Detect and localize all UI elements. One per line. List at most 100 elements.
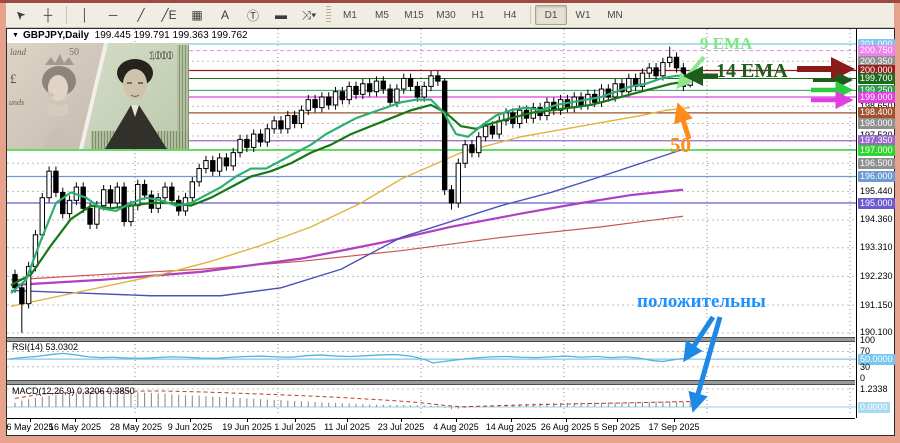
date-tick	[136, 419, 137, 422]
rsi-tick-70: 70	[860, 346, 871, 356]
timeframe-button-m15[interactable]: M15	[404, 9, 424, 21]
candle	[673, 56, 680, 69]
chart-title: ▼ GBPJPY,Daily 199.445 199.791 199.363 19…	[12, 30, 251, 41]
price-level-196.000: 196.000	[858, 171, 895, 182]
ema-50-gold	[10, 106, 691, 308]
rsi-tick-0: 0	[860, 372, 866, 383]
candle	[210, 160, 216, 172]
date-tick	[190, 419, 191, 422]
candle	[482, 125, 489, 138]
candle	[469, 144, 475, 154]
macd-label: MACD(12,26,9) 0.3206 0.3850	[12, 386, 135, 396]
rsi-panel-canvas[interactable]	[7, 340, 856, 383]
shapes-icon[interactable]: ▬	[275, 8, 287, 22]
gbp-note: land £ unds 50	[7, 43, 104, 149]
horizontal-line-icon[interactable]: ─	[108, 8, 118, 22]
timeframe-button-mn[interactable]: MN	[607, 9, 623, 21]
candle	[128, 205, 134, 223]
date-axis: 6 May 2025 16 May 2025 28 May 2025 9 Jun 20…	[6, 418, 855, 435]
candle	[339, 91, 346, 101]
date-tick	[456, 419, 457, 422]
fukuzawa-face	[123, 69, 147, 99]
trend-line-icon[interactable]: ╱	[137, 8, 145, 22]
jpy-text-1000: 1000	[149, 48, 173, 62]
candle	[332, 91, 339, 106]
price-level-201.000: 201.000	[858, 38, 895, 50]
candle	[230, 152, 236, 167]
timeframe-button-h1[interactable]: H1	[471, 9, 485, 21]
price-level-200.750: 200.750	[858, 45, 895, 57]
panel-separator-rsi[interactable]	[7, 337, 855, 342]
fibonacci-grid-icon[interactable]: ▦	[191, 8, 203, 22]
toolbar-grip[interactable]	[326, 6, 331, 24]
candle	[285, 115, 291, 130]
ema9-label: 9 EMA	[700, 34, 753, 53]
chart-symbol: GBPJPY,Daily	[22, 30, 90, 41]
candle	[680, 67, 687, 87]
candle	[366, 83, 373, 93]
text-icon[interactable]: A	[220, 8, 229, 22]
date-tick	[30, 419, 31, 422]
candle	[107, 189, 114, 204]
price-axis: 198.650197.530195.440194.360193.310192.2…	[856, 29, 895, 418]
timeframe-button-m5[interactable]: M5	[375, 9, 389, 21]
timeframe-button-m30[interactable]: M30	[436, 9, 456, 21]
candle	[114, 186, 120, 204]
price-level-198.000: 198.000	[858, 118, 895, 129]
timeframe-button-h4[interactable]: H4	[503, 9, 517, 21]
candle	[189, 181, 196, 199]
candle	[25, 266, 32, 305]
date-label: 16 May 2025	[48, 422, 102, 432]
ma-purple	[10, 188, 684, 287]
candle	[407, 77, 414, 87]
date-tick	[511, 419, 512, 422]
price-level-195.000: 195.000	[858, 197, 895, 209]
candle	[312, 99, 318, 109]
candle	[428, 75, 434, 87]
queen-shoulders	[43, 127, 75, 149]
candle	[455, 162, 462, 204]
candle	[319, 96, 325, 109]
timeframe-button-m1[interactable]: M1	[343, 9, 357, 21]
price-level-196.500: 196.500	[858, 157, 895, 169]
candle	[639, 72, 646, 87]
panel-separator-macd[interactable]	[7, 380, 855, 385]
candle	[387, 88, 393, 103]
macd-signal-line	[14, 390, 691, 408]
date-label: 19 Jun 2025	[222, 422, 272, 432]
date-label: 11 Jul 2025	[324, 422, 370, 432]
timeframe-button-w1[interactable]: W1	[575, 9, 591, 21]
date-tick	[247, 419, 248, 422]
toolbar-separator	[66, 6, 67, 24]
candle	[660, 62, 666, 77]
toolbar-separator	[530, 6, 531, 24]
candle	[135, 183, 141, 207]
candle	[360, 83, 366, 95]
ema-9-seagreen	[10, 74, 690, 294]
candle	[373, 80, 380, 93]
candle	[476, 136, 482, 154]
candle	[305, 99, 311, 111]
candle	[326, 96, 332, 106]
arrows-tool-icon[interactable]: ⤨▾	[301, 7, 317, 22]
rsi-tick-100: 100	[860, 334, 876, 345]
date-label: 26 Aug 2025	[540, 422, 592, 432]
equidistant-channel-icon[interactable]: ╱E	[161, 8, 177, 22]
price-tick-198.650: 198.650	[860, 100, 893, 111]
date-label: 4 Aug 2025	[433, 422, 479, 432]
candle	[19, 287, 25, 305]
candle	[346, 85, 352, 101]
positive-label: положительны	[637, 291, 766, 312]
crosshair-icon[interactable]: ┼	[43, 8, 53, 22]
timeframe-button-d1[interactable]: D1	[535, 5, 567, 25]
chart-menu-icon[interactable]: ▼	[12, 32, 19, 39]
gbp-text-land: land	[10, 47, 27, 57]
toolbar: ➤ ┼ │ ─ ╱ ╱E ▦ A Ⓣ ▬ ⤨▾ M1 M5 M15 M30 H1 H4 D1 W1 MN	[6, 3, 894, 28]
rsi-label: RSI(14) 53.0302	[12, 342, 79, 352]
fukuzawa-kimono	[105, 105, 167, 149]
ma-blue	[10, 149, 682, 297]
candle	[46, 170, 52, 199]
text-label-icon[interactable]: Ⓣ	[246, 8, 259, 23]
vertical-line-icon[interactable]: │	[81, 8, 89, 22]
candle	[264, 128, 271, 143]
